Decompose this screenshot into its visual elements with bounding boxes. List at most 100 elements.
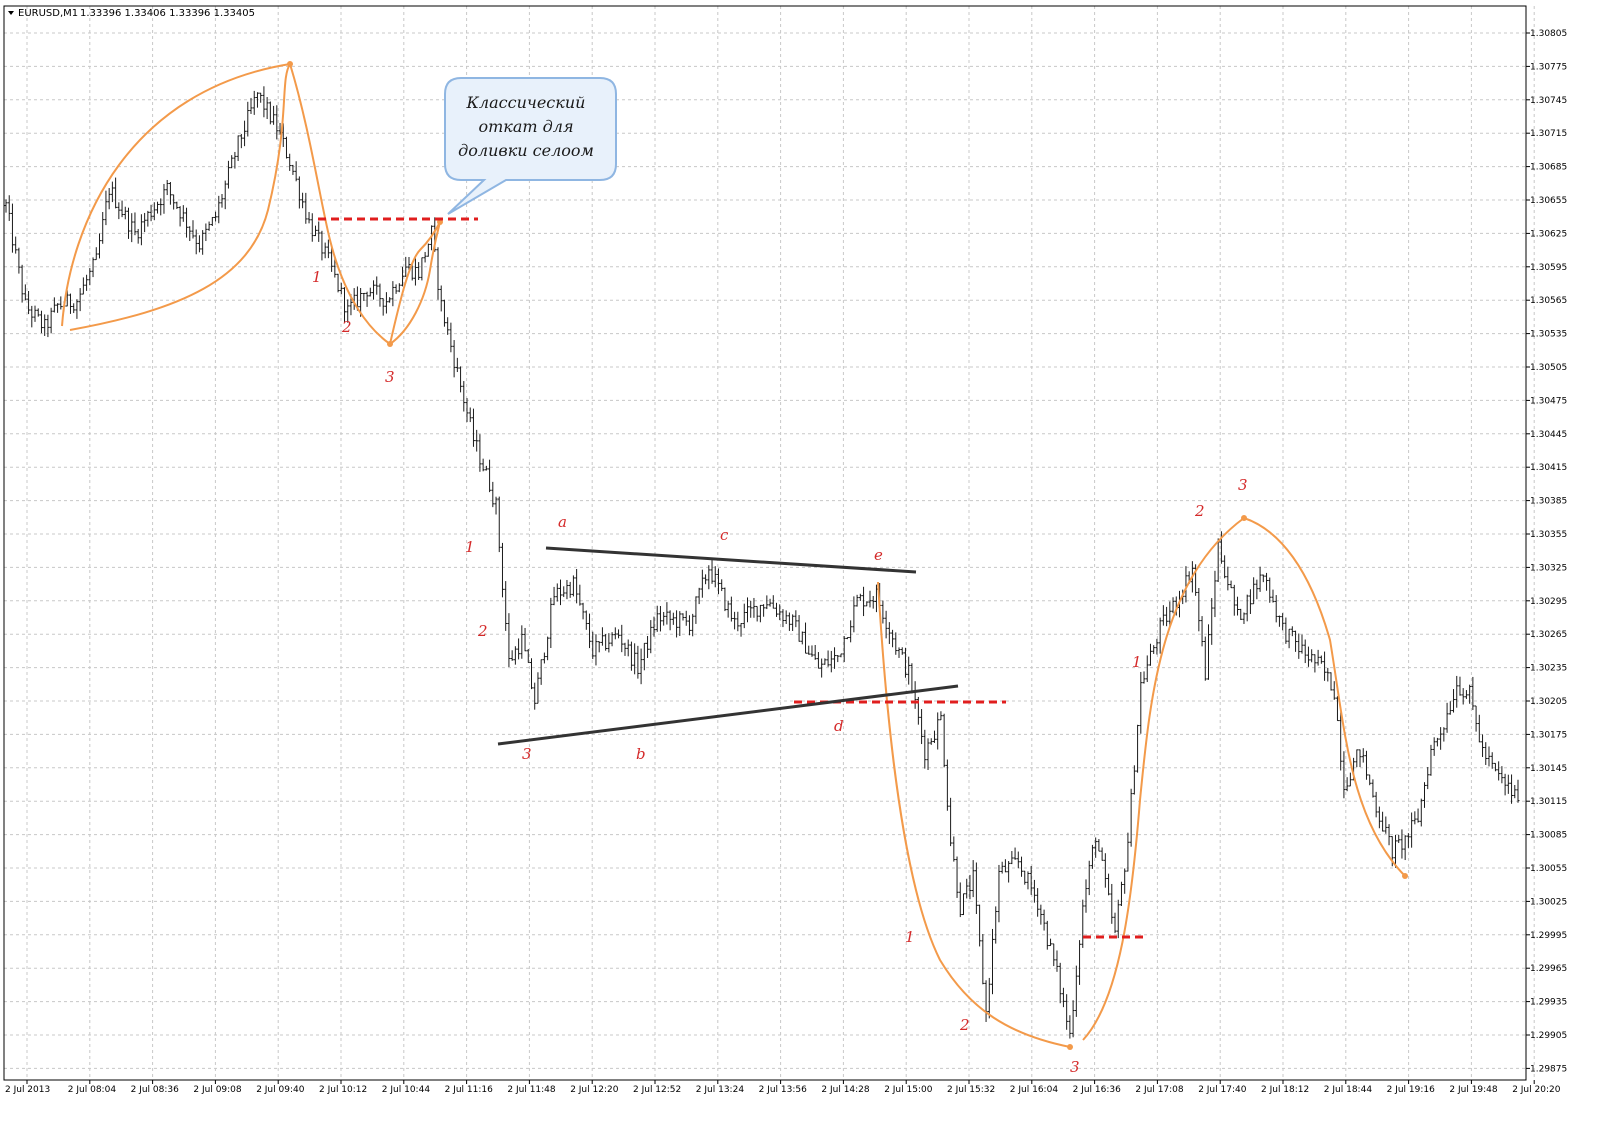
price-bar	[929, 738, 933, 745]
price-bar	[307, 211, 311, 224]
price-bar	[1023, 870, 1027, 885]
y-tick-label: 1.30265	[1530, 630, 1567, 640]
price-bar	[733, 611, 737, 630]
price-bar	[1461, 688, 1465, 705]
price-bar	[820, 658, 824, 678]
price-bar	[739, 623, 743, 637]
price-bar	[849, 620, 853, 643]
price-bar	[955, 856, 959, 898]
price-bar	[1145, 655, 1149, 683]
price-bar	[932, 730, 936, 743]
price-bar	[4, 199, 8, 213]
wave-curve	[69, 63, 291, 331]
price-axis[interactable]: 1.30805 1.30775 1.30745 1.30715 1.30685 1.306…	[1526, 29, 1567, 1074]
price-bar	[1039, 904, 1043, 925]
price-bar	[671, 612, 675, 625]
price-bar	[1435, 737, 1439, 747]
price-bar	[10, 203, 14, 253]
price-bar	[949, 797, 953, 847]
time-axis[interactable]: 2 Jul 2013 2 Jul 08:04 2 Jul 08:36 2 Jul 09…	[5, 1080, 1561, 1095]
price-bar	[1081, 899, 1085, 948]
price-bar	[394, 284, 398, 294]
header-dropdown-icon[interactable]	[8, 11, 14, 15]
price-bar	[652, 616, 656, 637]
price-bar	[800, 631, 804, 645]
triangle-label: a	[558, 513, 567, 531]
price-bar	[1442, 727, 1446, 742]
price-bar	[284, 136, 288, 159]
wave-curve	[1243, 517, 1406, 877]
wave-curve	[389, 221, 441, 345]
price-bar	[816, 652, 820, 669]
price-bar	[704, 574, 708, 585]
price-bar	[420, 257, 424, 281]
price-bar	[20, 264, 24, 303]
price-bar	[1084, 879, 1088, 913]
price-bar	[59, 296, 63, 310]
price-bar	[771, 595, 775, 609]
price-bar	[368, 287, 372, 297]
price-bar	[220, 193, 224, 208]
price-bar	[294, 161, 298, 182]
price-bar	[1061, 987, 1065, 1008]
price-bar	[417, 262, 421, 280]
price-bar	[1210, 598, 1214, 645]
price-bar	[110, 181, 114, 203]
price-bar	[729, 596, 733, 622]
price-bar	[1119, 881, 1123, 906]
price-bar	[813, 644, 817, 660]
price-bar	[639, 648, 643, 685]
y-tick-label: 1.30145	[1530, 764, 1567, 774]
price-bar	[1255, 579, 1259, 600]
callout-line-3: доливки селоом	[458, 141, 594, 160]
price-bar	[1245, 594, 1249, 622]
triangle-label: c	[720, 526, 729, 544]
x-tick-label: 2 Jul 15:00	[884, 1085, 933, 1095]
price-bar	[633, 643, 637, 675]
y-tick-label: 1.30475	[1530, 396, 1567, 406]
price-bar	[797, 615, 801, 642]
price-bar	[1497, 761, 1501, 781]
price-bar	[1303, 639, 1307, 664]
price-bar	[136, 228, 140, 244]
price-bar	[581, 602, 585, 620]
price-bar	[626, 639, 630, 657]
price-bar	[1406, 833, 1410, 848]
price-bar	[1136, 724, 1140, 773]
price-bar	[942, 713, 946, 768]
x-tick-label: 2 Jul 11:48	[507, 1085, 556, 1095]
price-bar	[475, 429, 479, 452]
price-bar	[1448, 701, 1452, 715]
wave-labels: 1 2 3 1 2 3 1 2 3 1 2 3	[312, 268, 1248, 1076]
callout-line-2: откат для	[478, 117, 573, 136]
price-bar	[636, 645, 640, 679]
price-bar	[1155, 638, 1159, 655]
price-bar	[920, 709, 924, 745]
y-tick-label: 1.30715	[1530, 129, 1567, 139]
price-bar	[1503, 773, 1507, 796]
price-bar	[81, 277, 85, 295]
price-bar	[684, 610, 688, 626]
x-tick-label: 2 Jul 19:16	[1387, 1085, 1436, 1095]
price-bar	[1393, 834, 1397, 868]
x-tick-label: 2 Jul 16:04	[1010, 1085, 1059, 1095]
price-bar	[468, 407, 472, 423]
price-bar	[33, 305, 37, 322]
price-bar	[52, 297, 56, 313]
price-bar	[455, 357, 459, 373]
price-bar	[1306, 646, 1310, 667]
price-bar	[123, 206, 127, 220]
price-bar	[1110, 883, 1114, 924]
price-bar	[565, 579, 569, 600]
price-bar	[958, 882, 962, 918]
y-tick-label: 1.30565	[1530, 296, 1567, 306]
price-bar	[997, 864, 1001, 923]
price-bar	[855, 594, 859, 607]
y-tick-label: 1.30415	[1530, 463, 1567, 473]
price-bar	[1452, 689, 1456, 713]
price-bar	[1506, 774, 1510, 794]
price-bar	[75, 299, 79, 319]
wave-curve	[61, 63, 291, 327]
